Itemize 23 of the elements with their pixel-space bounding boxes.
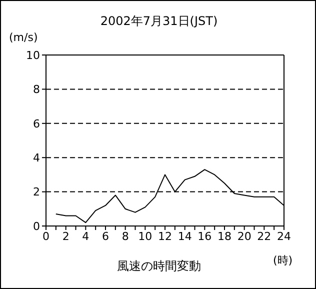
y-tick-label: 10 xyxy=(26,48,40,62)
x-tick-label: 0 xyxy=(42,230,50,243)
x-tick-label: 4 xyxy=(82,230,90,243)
y-tick-label: 0 xyxy=(33,220,40,233)
chart-title: 2002年7月31日(JST) xyxy=(99,13,219,30)
x-tick-label: 10 xyxy=(138,230,152,243)
x-tick-label: 12 xyxy=(158,230,172,243)
x-tick-label: 6 xyxy=(102,230,109,243)
y-tick-label: 4 xyxy=(33,152,40,165)
y-tick-label: 6 xyxy=(33,117,40,130)
x-tick-label: 2 xyxy=(62,230,70,243)
y-axis-title: (m/s) xyxy=(9,31,38,44)
x-tick-label: 8 xyxy=(122,230,129,243)
x-tick-label: 16 xyxy=(198,230,212,243)
x-tick-label: 14 xyxy=(178,230,192,243)
x-tick-label: 22 xyxy=(257,230,272,243)
x-tick-label: 20 xyxy=(237,230,252,243)
text: (時) xyxy=(273,253,293,268)
x-axis-title: 風速の時間変動 xyxy=(117,259,201,273)
x-tick-label: 18 xyxy=(218,230,232,243)
y-tick-label: 2 xyxy=(33,186,40,199)
y-tick-label: 8 xyxy=(33,83,40,96)
x-tick-label: 24 xyxy=(277,230,291,243)
